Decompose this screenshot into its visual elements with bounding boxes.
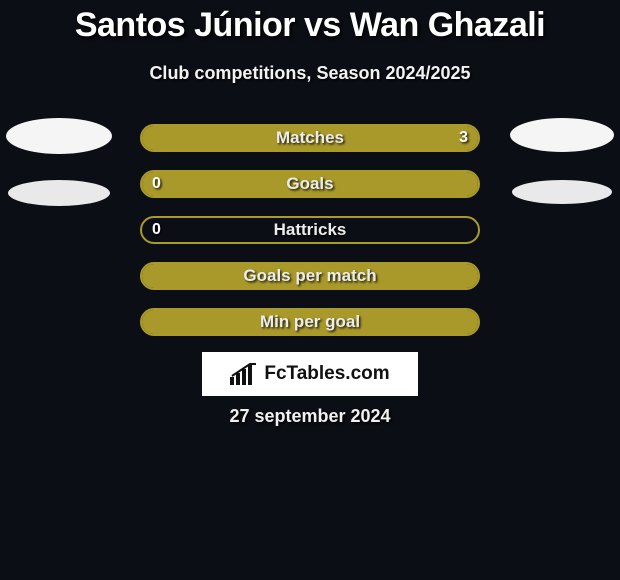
brand-text: FcTables.com	[264, 363, 389, 385]
stat-label: Min per goal	[142, 310, 478, 334]
stat-label: Hattricks	[142, 218, 478, 242]
stat-bar-goals: 0 Goals	[140, 170, 480, 198]
stat-bar-matches: Matches 3	[140, 124, 480, 152]
stat-right-value: 3	[459, 126, 468, 150]
player-left	[6, 118, 112, 206]
stat-bar-goals-per-match: Goals per match	[140, 262, 480, 290]
bars-icon	[230, 363, 258, 385]
stat-label: Goals per match	[142, 264, 478, 288]
crest-right	[512, 180, 612, 204]
stat-bar-hattricks: 0 Hattricks	[140, 216, 480, 244]
avatar-right	[510, 118, 614, 152]
stat-label: Matches	[142, 126, 478, 150]
avatar-left	[6, 118, 112, 154]
crest-left	[8, 180, 110, 206]
stat-bars: Matches 3 0 Goals 0 Hattricks Goals per …	[140, 124, 480, 336]
page-subtitle: Club competitions, Season 2024/2025	[0, 63, 620, 84]
player-right	[510, 118, 614, 204]
page-title: Santos Júnior vs Wan Ghazali	[0, 6, 620, 45]
date-text: 27 september 2024	[0, 406, 620, 427]
stat-label: Goals	[142, 172, 478, 196]
brand-badge: FcTables.com	[202, 352, 418, 396]
stat-bar-min-per-goal: Min per goal	[140, 308, 480, 336]
